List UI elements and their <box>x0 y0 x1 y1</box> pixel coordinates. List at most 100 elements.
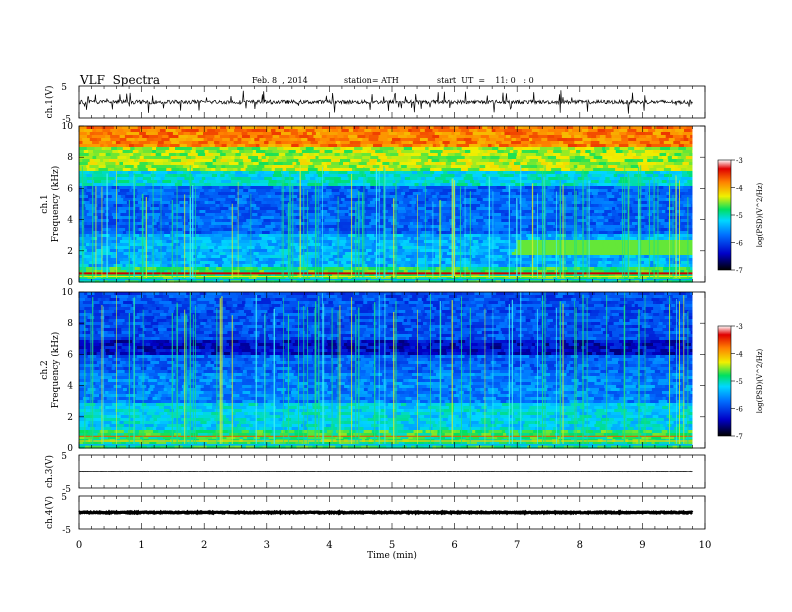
spectrogram-cell <box>547 135 555 139</box>
spectrogram-cell <box>454 174 462 178</box>
spectrogram-cell <box>563 141 570 145</box>
spectrogram-cell <box>567 204 574 208</box>
spectrogram-cell <box>122 147 131 151</box>
spectrogram-cell <box>251 159 259 163</box>
spectrogram-cell <box>608 219 615 223</box>
spectrogram-cell <box>338 171 348 175</box>
spectrogram-cell <box>518 201 526 205</box>
spectrogram-cell <box>403 156 409 160</box>
spectrogram-cell <box>171 255 182 259</box>
spectrogram-cell <box>242 183 248 187</box>
spectrogram-cell <box>524 279 533 283</box>
spectrogram-cell <box>461 153 469 157</box>
spectrogram-cell <box>296 261 301 265</box>
spectrogram-cell <box>547 150 554 154</box>
spectrogram-cell <box>615 168 624 172</box>
spectrogram-cell <box>353 129 359 133</box>
spectrogram-cell <box>145 255 149 259</box>
spectrogram-cell <box>223 237 234 241</box>
spectrogram-cell <box>649 141 656 145</box>
spectrogram-cell <box>620 162 629 166</box>
spectrogram-cell <box>100 267 111 271</box>
spectrogram-cell <box>317 261 323 265</box>
spectrogram-cell <box>675 171 683 175</box>
spectrogram-cell <box>339 162 344 166</box>
spectrogram-cell <box>203 147 211 151</box>
spectrogram-cell <box>554 135 563 139</box>
spectrogram-cell <box>317 174 324 178</box>
spectrogram-cell <box>398 144 404 148</box>
spectrogram-cell <box>476 207 484 211</box>
spectrogram-cell <box>304 255 315 259</box>
spectrogram-cell <box>507 207 518 211</box>
spectrogram-cell <box>182 180 189 184</box>
spectrogram-cell <box>79 177 88 181</box>
spectrogram-cell <box>158 219 168 223</box>
spectrogram-cell <box>667 207 675 211</box>
spectrogram-cell <box>623 210 628 214</box>
spectrogram-cell <box>300 252 306 256</box>
spectrogram-cell <box>198 129 208 133</box>
spectrogram-cell <box>249 207 255 211</box>
spectrogram-cell <box>128 150 134 154</box>
spectrogram-cell <box>385 228 393 232</box>
spectrogram-cell <box>417 237 428 241</box>
spectrogram-cell <box>114 261 121 265</box>
spectrogram-cell <box>397 279 408 283</box>
spectrogram-cell <box>116 195 122 199</box>
spectrogram-cell <box>413 267 420 271</box>
spectrogram-cell <box>270 225 276 229</box>
spectrogram-cell <box>226 267 233 271</box>
spectrogram-cell <box>176 219 181 223</box>
spectrogram-cell <box>252 219 259 223</box>
spectrogram-cell <box>546 174 556 178</box>
spectrogram-cell <box>82 255 91 259</box>
spectrogram-cell <box>385 153 391 157</box>
spectrogram-cell <box>204 231 213 235</box>
spectrogram-cell <box>83 129 93 133</box>
spectrogram-cell <box>514 189 519 193</box>
spectrogram-cell <box>610 210 617 214</box>
spectrogram-cell <box>619 192 625 196</box>
spectrogram-cell <box>367 231 371 235</box>
spectrogram-cell <box>675 258 680 262</box>
spectrogram-cell <box>511 165 522 169</box>
spectrogram-cell <box>164 270 169 274</box>
spectrogram-cell <box>88 231 94 235</box>
spectrogram-cell <box>440 174 451 178</box>
spectrogram-cell <box>168 204 175 208</box>
spectrogram-cell <box>130 126 139 130</box>
spectrogram-cell <box>116 147 124 151</box>
spectrogram-cell <box>200 171 209 175</box>
spectrogram-cell <box>659 138 670 142</box>
spectrogram-cell <box>268 147 278 151</box>
spectrogram-cell <box>461 219 465 223</box>
spectrogram-cell <box>679 135 684 139</box>
spectrogram-cell <box>129 144 135 148</box>
spectrogram-cell <box>545 195 552 199</box>
spectrogram-cell <box>159 207 170 211</box>
spectrogram-cell <box>159 222 166 226</box>
spectrogram-cell <box>531 270 538 274</box>
spectrogram-cell <box>492 189 503 193</box>
spectrogram-cell <box>327 270 339 274</box>
spectrogram-cell <box>101 180 112 184</box>
spectrogram-cell <box>260 147 269 151</box>
spectrogram-cell <box>184 267 195 271</box>
spectrogram-cell <box>660 147 671 151</box>
spectrogram-cell <box>270 204 278 208</box>
spectrogram-cell <box>243 216 249 220</box>
spectrogram-cell <box>139 267 144 271</box>
spectrogram-cell <box>150 153 157 157</box>
spectrogram-cell <box>366 246 373 250</box>
spectrogram-cell <box>88 264 99 268</box>
spectrogram-cell <box>627 141 635 145</box>
spectrogram-cell <box>483 216 488 220</box>
spectrogram-cell <box>387 264 397 268</box>
spectrogram-cell <box>165 261 172 265</box>
spectrogram-cell <box>193 222 199 226</box>
spectrogram-cell <box>221 180 232 184</box>
spectrogram-cell <box>499 234 507 238</box>
spectrogram-cell <box>595 213 600 217</box>
spectrogram-cell <box>192 165 200 169</box>
